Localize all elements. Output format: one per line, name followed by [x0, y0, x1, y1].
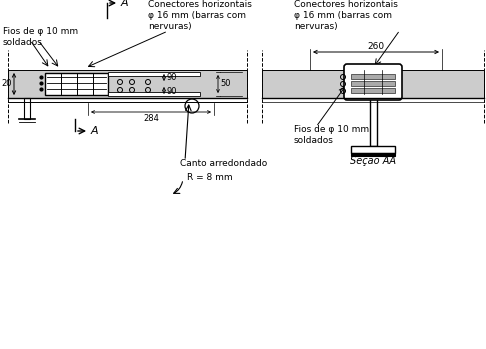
Bar [8, 70, 247, 98]
Text: 284: 284 [143, 114, 159, 123]
Text: 260: 260 [367, 42, 384, 51]
Bar [108, 92, 200, 96]
Bar [262, 70, 484, 98]
Bar [24, 98, 30, 119]
Bar [351, 74, 395, 79]
Text: 20: 20 [1, 80, 12, 89]
Text: A: A [91, 126, 99, 136]
Text: Conectores horizontais
φ 16 mm (barras com
nervuras): Conectores horizontais φ 16 mm (barras c… [294, 0, 398, 31]
Bar [45, 73, 108, 95]
Bar [351, 146, 395, 153]
Text: 90: 90 [166, 87, 176, 96]
Bar [351, 88, 395, 93]
Text: Seção AA: Seção AA [350, 156, 396, 166]
Bar [351, 153, 395, 156]
Text: 50: 50 [220, 80, 230, 89]
Bar [351, 81, 395, 86]
Text: R = 8 mm: R = 8 mm [187, 172, 233, 181]
FancyBboxPatch shape [344, 64, 402, 100]
Text: Fios de φ 10 mm
soldados: Fios de φ 10 mm soldados [294, 125, 369, 145]
Text: Conectores horizontais
φ 16 mm (barras com
nervuras): Conectores horizontais φ 16 mm (barras c… [148, 0, 252, 31]
Text: 90: 90 [166, 73, 176, 82]
Text: Canto arredondado: Canto arredondado [180, 159, 267, 168]
Text: A: A [121, 0, 129, 8]
Text: Fios de φ 10 mm
soldados: Fios de φ 10 mm soldados [3, 27, 78, 47]
Bar [108, 72, 200, 76]
Bar [369, 98, 377, 146]
